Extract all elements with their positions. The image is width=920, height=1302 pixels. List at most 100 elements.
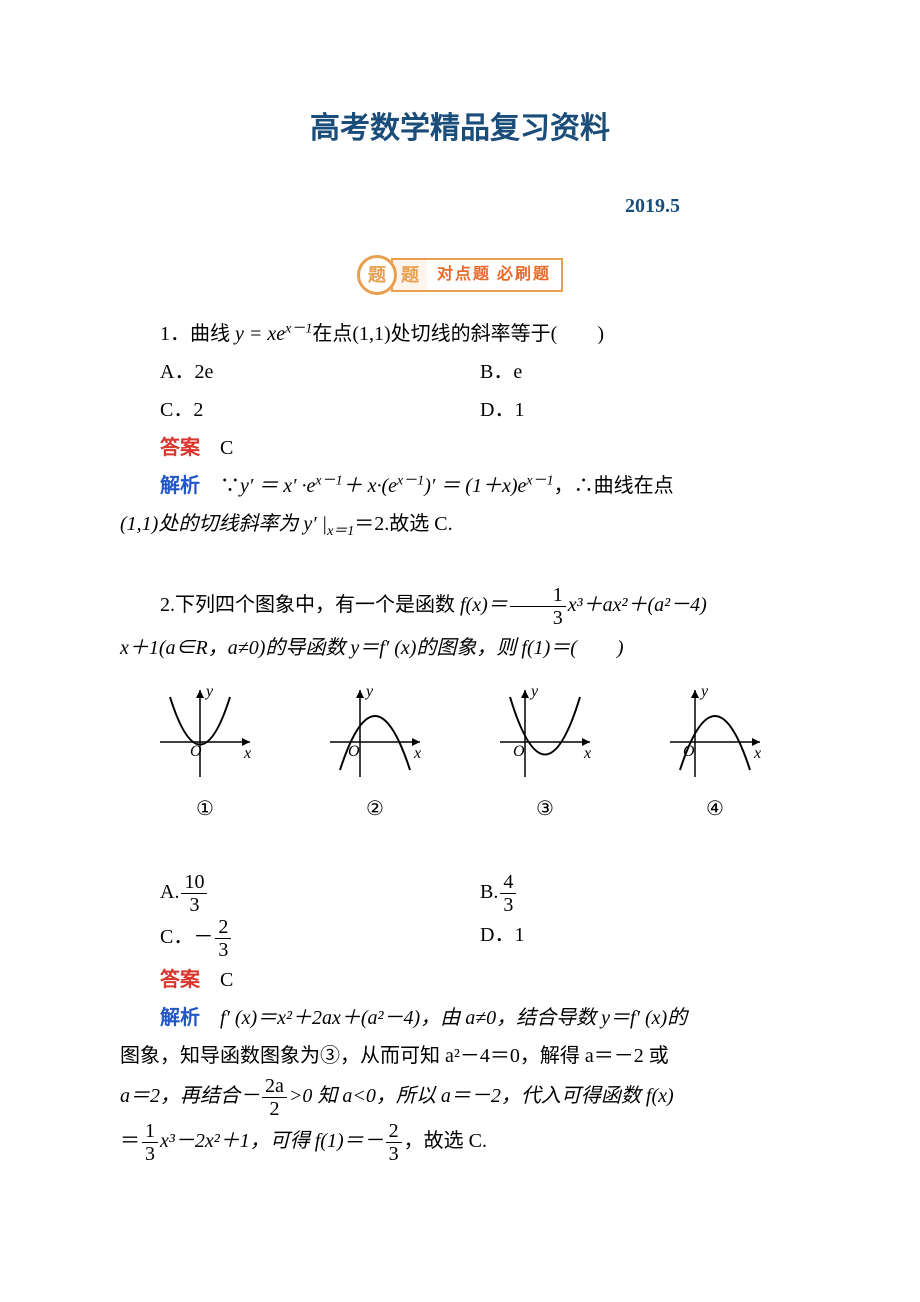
q2-optA-frac: 103 xyxy=(181,871,207,916)
svg-text:O: O xyxy=(683,743,695,760)
explain-label-2: 解析 xyxy=(160,1007,200,1029)
svg-text:y: y xyxy=(529,683,539,700)
q2-stem-1: 2.下列四个图象中，有一个是函数 f(x)＝13x³＋ax²＋(a²－4) xyxy=(120,584,800,629)
svg-text:O: O xyxy=(513,743,525,760)
svg-text:x: x xyxy=(243,745,251,762)
q2-optA-num: 10 xyxy=(181,871,207,894)
q2-exp4-frac1: 13 xyxy=(142,1120,158,1165)
q2-answer: 答案 C xyxy=(120,961,800,999)
q2-ans-val: C xyxy=(200,969,233,991)
q2-exp4b: x³－2x²＋1，可得 f(1)＝－ xyxy=(160,1130,384,1152)
graph-3-svg: O x y xyxy=(490,682,600,782)
q2-exp3-frac: 2a2 xyxy=(262,1075,287,1120)
svg-text:x: x xyxy=(753,745,761,762)
graph-2: O x y ② xyxy=(320,682,430,828)
q2-optC-pre: C．－ xyxy=(160,926,213,948)
q1-exp-c: ＋ x·(e xyxy=(343,475,397,497)
graph-4-num: ④ xyxy=(660,790,770,828)
q1-exp-b: y′ ＝ x′ ·e xyxy=(240,475,315,497)
q1-exp-sup2: x－1 xyxy=(397,474,424,489)
q2-optD: D．1 xyxy=(480,916,800,961)
q2-explain-2: 图象，知导函数图象为③，从而可知 a²－4＝0，解得 a＝－2 或 xyxy=(120,1037,800,1075)
q2-options: A.103 B.43 C．－23 D．1 xyxy=(160,871,800,961)
svg-text:y: y xyxy=(699,683,709,700)
q1-math: y = xex－1 xyxy=(235,323,312,345)
q2-exp4-num2: 2 xyxy=(386,1120,402,1143)
q2-optA-pre: A. xyxy=(160,881,179,903)
graph-3: O x y ③ xyxy=(490,682,600,828)
q1-exp-d: )′ ＝ (1＋x)e xyxy=(424,475,526,497)
q2-exp4-num1: 1 xyxy=(142,1120,158,1143)
q2-graphs: O x y ① O x y ② O x y ③ xyxy=(120,682,800,828)
q1-exp-e: ，∴曲线在点 xyxy=(554,475,674,497)
q2-explain-3: a＝2，再结合－2a2>0 知 a<0，所以 a＝－2，代入可得函数 f(x) xyxy=(120,1075,800,1120)
q2-exp4-den1: 3 xyxy=(142,1143,158,1165)
q2-exp1: f′ (x)＝x²＋2ax＋(a²－4)，由 a≠0，结合导数 y＝f′ (x)… xyxy=(200,1007,687,1029)
page-date: 2019.5 xyxy=(120,187,800,225)
q1-math-b: y = xe xyxy=(235,323,285,345)
q2-stem-2: x＋1(a∈R，a≠0)的导函数 y＝f′ (x)的图象，则 f(1)＝( ) xyxy=(120,629,800,667)
q2-exp3-den: 2 xyxy=(262,1098,287,1120)
q1-optA: A．2e xyxy=(160,353,480,391)
q2-optC-den: 3 xyxy=(215,939,231,961)
q2-frac1: 13 xyxy=(510,584,566,629)
q2-exp4a: ＝ xyxy=(120,1130,140,1152)
q2-optB-den: 3 xyxy=(500,894,516,916)
q2-stem-b: f(x)＝ xyxy=(460,594,508,616)
graph-1-num: ① xyxy=(150,790,260,828)
graph-1: O x y ① xyxy=(150,682,260,828)
q2-optC-num: 2 xyxy=(215,916,231,939)
q1-ans-val: C xyxy=(200,437,233,459)
q1-optD: D．1 xyxy=(480,391,800,429)
q1-exp2b: ＝2.故选 C. xyxy=(354,513,452,535)
graph-1-svg: O x y xyxy=(150,682,260,782)
q1-exp-sup3: x－1 xyxy=(526,474,553,489)
q2-optC: C．－23 xyxy=(160,916,480,961)
graph-4: O x y ④ xyxy=(660,682,770,828)
q2-optC-frac: 23 xyxy=(215,916,231,961)
q2-exp4-frac2: 23 xyxy=(386,1120,402,1165)
explain-label: 解析 xyxy=(160,475,200,497)
q1-stem-a: 1．曲线 xyxy=(160,323,235,345)
q1-answer: 答案 C xyxy=(120,429,800,467)
svg-text:y: y xyxy=(364,683,374,700)
q2-optB-frac: 43 xyxy=(500,871,516,916)
graph-4-svg: O x y xyxy=(660,682,770,782)
q2-stem-c: x³＋ax²＋(a²－4) xyxy=(568,594,707,616)
badge-right: 对点题 必刷题 xyxy=(427,258,563,292)
svg-text:O: O xyxy=(190,743,202,760)
q1-explain-2: (1,1)处的切线斜率为 y′ |x＝1＝2.故选 C. xyxy=(120,505,800,546)
answer-label: 答案 xyxy=(160,437,200,459)
q1-options: A．2e B．e C．2 D．1 xyxy=(160,353,800,429)
q1-exp2a: (1,1)处的切线斜率为 y′ | xyxy=(120,513,327,535)
q1-exp-sup1: x－1 xyxy=(315,474,342,489)
svg-text:y: y xyxy=(204,683,214,700)
q1-exp2-sub: x＝1 xyxy=(327,524,354,539)
q1-stem: 1．曲线 y = xex－1在点(1,1)处切线的斜率等于( ) xyxy=(120,315,800,353)
q1-explain-1: 解析 ∵y′ ＝ x′ ·ex－1＋ x·(ex－1)′ ＝ (1＋x)ex－1… xyxy=(120,467,800,505)
q2-stem-a: 2.下列四个图象中，有一个是函数 xyxy=(160,594,460,616)
q2-frac1-num: 1 xyxy=(510,584,566,607)
q2-stem-line2: x＋1(a∈R，a≠0)的导函数 y＝f′ (x)的图象，则 f(1)＝( ) xyxy=(120,637,624,659)
q2-exp3b: >0 知 a<0，所以 a＝－2，代入可得函数 f(x) xyxy=(289,1085,674,1107)
q2-exp4-den2: 3 xyxy=(386,1143,402,1165)
q1-optC: C．2 xyxy=(160,391,480,429)
q1-math-exp: x－1 xyxy=(285,322,312,337)
q2-exp3a: a＝2，再结合－ xyxy=(120,1085,260,1107)
q1-optB: B．e xyxy=(480,353,800,391)
svg-text:x: x xyxy=(583,745,591,762)
svg-text:x: x xyxy=(413,745,421,762)
page-title: 高考数学精品复习资料 xyxy=(120,100,800,157)
graph-2-svg: O x y xyxy=(320,682,430,782)
q2-optB: B.43 xyxy=(480,871,800,916)
q2-optA: A.103 xyxy=(160,871,480,916)
q1-exp-a: ∵ xyxy=(200,475,240,497)
section-badge: 题对点题 必刷题 xyxy=(120,255,800,295)
q2-frac1-den: 3 xyxy=(510,607,566,629)
q2-explain-1: 解析 f′ (x)＝x²＋2ax＋(a²－4)，由 a≠0，结合导数 y＝f′ … xyxy=(120,999,800,1037)
q1-stem-c: 在点(1,1)处切线的斜率等于( ) xyxy=(312,323,604,345)
q2-optA-den: 3 xyxy=(181,894,207,916)
graph-2-num: ② xyxy=(320,790,430,828)
q2-explain-4: ＝13x³－2x²＋1，可得 f(1)＝－23，故选 C. xyxy=(120,1120,800,1165)
q2-exp3-num: 2a xyxy=(262,1075,287,1098)
